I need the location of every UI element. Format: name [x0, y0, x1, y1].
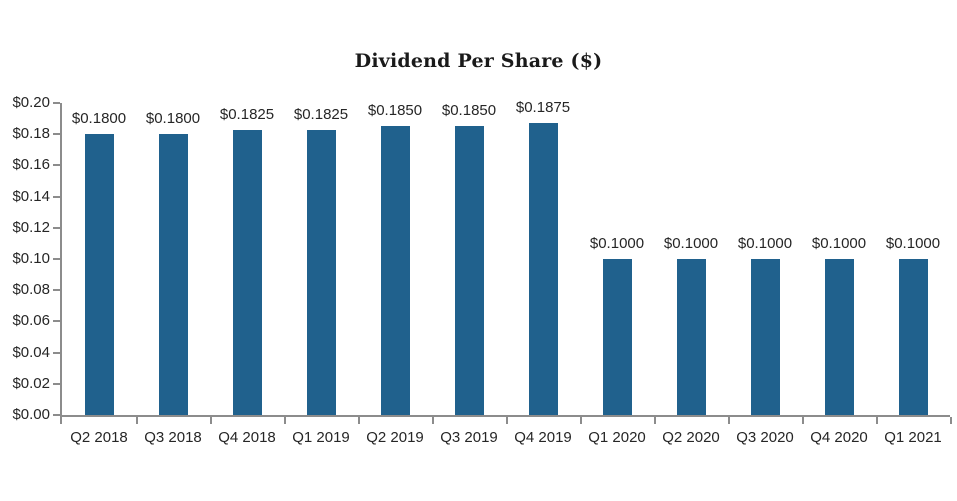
x-axis-category-label: Q1 2021: [884, 429, 942, 446]
y-axis-tick: [53, 164, 60, 167]
y-axis-tick: [53, 414, 60, 416]
x-axis-tick: [136, 417, 138, 424]
plot-area: $0.20 $0.18 $0.16 $0.14 $0.12 $0.10 $0.08 $0.06…: [12, 94, 952, 446]
x-axis-tick: [950, 417, 952, 424]
y-axis-tick: [53, 133, 60, 136]
bar: [676, 259, 706, 415]
bar-value-label: $0.1825: [293, 106, 349, 124]
x-axis-tick: [876, 417, 878, 424]
bar-value-label: $0.1000: [663, 235, 719, 252]
x-axis-tick: [60, 417, 62, 424]
bar: [84, 134, 114, 415]
x-axis-category-label: Q2 2020: [662, 429, 720, 446]
y-axis-tick-label: $0.16: [12, 156, 50, 174]
x-axis-category-label: Q4 2019: [514, 429, 572, 446]
x-axis-tick: [802, 417, 804, 424]
y-axis-tick: [53, 226, 60, 229]
bar: [306, 130, 336, 415]
x-axis-line: [60, 415, 950, 417]
x-axis-category-label: Q4 2020: [810, 429, 868, 446]
x-axis-tick: [728, 417, 730, 424]
y-axis-tick-label: $0.12: [12, 218, 50, 236]
x-axis-tick: [210, 417, 212, 424]
bar-value-label: $0.1800: [71, 110, 127, 128]
bar-value-label: $0.1850: [441, 102, 497, 120]
bar-value-label: $0.1850: [367, 102, 423, 120]
y-axis-tick-label: $0.18: [12, 125, 50, 143]
x-axis-category-label: Q4 2018: [218, 429, 276, 446]
y-axis-tick-label: $0.20: [12, 94, 50, 111]
y-axis-tick: [53, 102, 60, 104]
y-axis-tick-label: $0.10: [12, 250, 50, 267]
bar: [158, 134, 188, 415]
x-axis-tick: [432, 417, 434, 424]
bar-value-label: $0.1000: [811, 235, 867, 252]
x-axis-category-label: Q3 2018: [144, 429, 202, 446]
y-axis-tick: [53, 351, 60, 354]
y-axis-tick: [53, 382, 60, 385]
x-axis-tick: [284, 417, 286, 424]
x-axis-tick: [358, 417, 360, 424]
y-axis-tick: [53, 258, 60, 260]
x-axis-tick: [654, 417, 656, 424]
y-axis-tick-label: $0.00: [12, 406, 50, 423]
y-axis-tick: [53, 195, 60, 198]
bar-value-label: $0.1000: [737, 235, 793, 252]
x-axis-category-label: Q2 2018: [70, 429, 128, 446]
x-axis-category-label: Q3 2019: [440, 429, 498, 446]
y-axis-tick-label: $0.08: [12, 281, 50, 299]
bar: [232, 130, 262, 415]
x-axis-tick: [506, 417, 508, 424]
bar-value-label: $0.1800: [145, 110, 201, 128]
bar: [898, 259, 928, 415]
y-axis-line: [60, 103, 62, 417]
bar: [380, 126, 410, 415]
bar-value-label: $0.1000: [885, 235, 941, 252]
bar: [602, 259, 632, 415]
x-axis-category-label: Q3 2020: [736, 429, 794, 446]
x-axis-category-label: Q2 2019: [366, 429, 424, 446]
bar: [750, 259, 780, 415]
y-axis-tick-label: $0.02: [12, 374, 50, 392]
bar-value-label: $0.1875: [515, 98, 571, 116]
x-axis-category-label: Q1 2020: [588, 429, 646, 446]
chart-title: Dividend Per Share ($): [354, 50, 603, 72]
y-axis-tick-label: $0.14: [12, 187, 50, 205]
y-axis-tick: [53, 289, 60, 292]
bar-value-label: $0.1000: [589, 235, 645, 252]
bar-value-label: $0.1825: [219, 106, 275, 124]
bar: [528, 122, 558, 415]
y-axis-tick: [53, 320, 60, 323]
bar: [824, 259, 854, 415]
x-axis-tick: [580, 417, 582, 424]
x-axis-category-label: Q1 2019: [292, 429, 350, 446]
bar: [454, 126, 484, 415]
y-axis-tick-label: $0.06: [12, 312, 50, 330]
y-axis-tick-label: $0.04: [12, 343, 50, 361]
